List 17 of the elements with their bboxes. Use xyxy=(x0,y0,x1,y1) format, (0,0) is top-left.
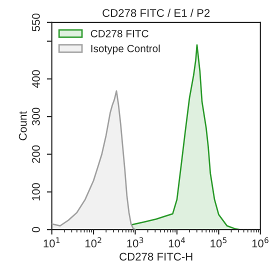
y-tick-label: 400 xyxy=(32,70,40,88)
x-tick-label: 10$^{3}$ xyxy=(127,237,144,248)
y-tick-label: 300 xyxy=(32,108,40,126)
x-axis-title: CD278 FITC-H xyxy=(120,252,192,261)
y-tick-label: 550 xyxy=(32,14,40,32)
legend-label: CD278 FITC xyxy=(90,30,148,38)
x-tick-label: 10$^{1}$ xyxy=(44,237,60,248)
legend-label: Isotype Control xyxy=(91,44,160,54)
x-tick-label: 10$^{5}$ xyxy=(210,237,227,248)
x-tick-label: 10$^{4}$ xyxy=(168,237,186,248)
x-tick-label: 10$^{2}$ xyxy=(85,237,102,248)
y-tick-label: 200 xyxy=(32,145,40,163)
x-tick-label: 10$^{6}$ xyxy=(252,237,268,248)
y-tick-label: 0 xyxy=(32,226,40,232)
y-tick-label: 100 xyxy=(32,183,40,200)
y-axis-title: Count xyxy=(18,111,27,140)
chart-title: CD278 FITC / E1 / P2 xyxy=(102,8,210,17)
